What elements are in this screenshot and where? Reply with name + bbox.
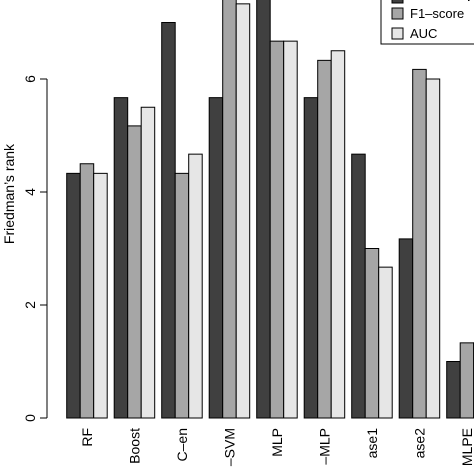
bar	[459, 342, 474, 419]
bar	[174, 172, 190, 419]
y-axis-title: Friedman’s rank	[1, 143, 17, 244]
bar	[412, 68, 427, 419]
bar	[425, 78, 441, 419]
bar	[446, 361, 461, 419]
bar	[66, 172, 81, 419]
bar	[303, 97, 319, 419]
legend-label: AUC	[410, 26, 437, 41]
x-tick-label: MLPE	[459, 428, 474, 466]
y-tick-label: 6	[22, 75, 38, 83]
x-tick-label: –SVM	[221, 428, 237, 466]
bar	[188, 153, 203, 419]
x-axis: RF Boost C–en –SVM MLP –MLP ase1 ase2 MLPE	[79, 428, 474, 466]
bar	[283, 40, 298, 419]
bar	[222, 0, 237, 419]
x-tick-label: MLP	[269, 428, 285, 457]
x-tick-label: ase1	[364, 428, 380, 459]
bar	[269, 40, 285, 419]
bar	[256, 0, 271, 419]
bar	[93, 172, 108, 419]
bar	[330, 50, 346, 419]
legend-swatch	[391, 0, 404, 4]
legend-label: F1–score	[410, 6, 464, 21]
x-tick-label: –MLP	[316, 428, 332, 465]
bar	[317, 59, 332, 419]
x-tick-label: C–en	[174, 428, 190, 461]
bar	[351, 153, 366, 419]
bar	[398, 238, 414, 419]
bar	[113, 97, 129, 419]
bars-group	[66, 0, 474, 419]
y-tick-label: 2	[22, 301, 38, 309]
x-tick-label: RF	[79, 428, 95, 447]
x-tick-label: Boost	[126, 428, 142, 464]
bar	[235, 3, 251, 419]
legend-swatch	[391, 7, 404, 20]
legend: F1–score AUC	[380, 0, 474, 45]
bar	[140, 106, 156, 419]
bar	[161, 22, 176, 419]
y-tick-label: 4	[22, 188, 38, 196]
bar	[364, 248, 380, 419]
bar	[127, 125, 142, 419]
legend-swatch	[391, 27, 404, 40]
bar	[378, 266, 393, 419]
y-axis: 0 2 4 6	[22, 75, 48, 422]
x-tick-label: ase2	[411, 428, 427, 459]
legend-clipped-glyph	[468, 0, 470, 1]
bar	[79, 163, 95, 419]
y-tick-label: 0	[22, 414, 38, 422]
bar	[208, 97, 224, 419]
